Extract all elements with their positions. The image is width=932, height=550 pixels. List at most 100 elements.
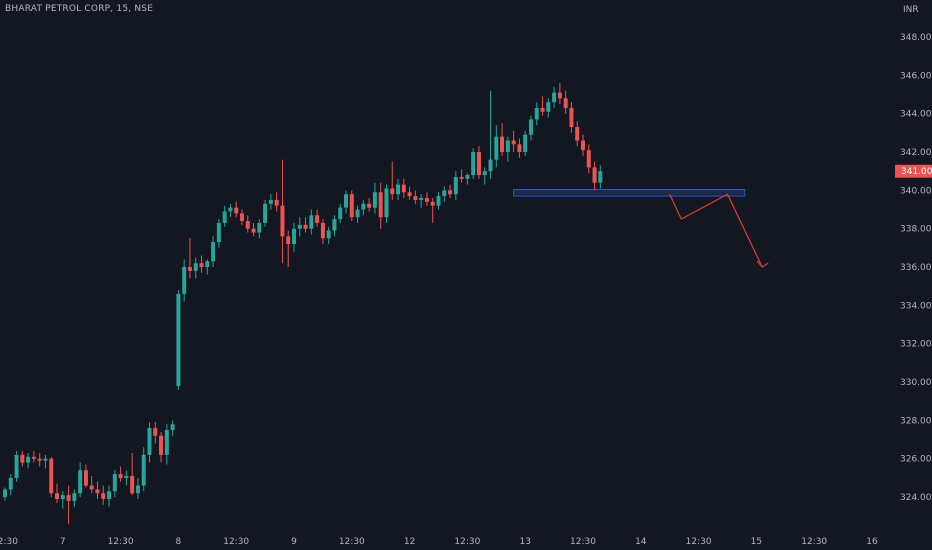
candle (182, 259, 187, 302)
currency-label: INR (903, 5, 919, 15)
time-tick-label: 13 (519, 537, 530, 547)
candle (349, 190, 354, 222)
candle (141, 447, 146, 492)
candle (72, 489, 77, 507)
price-tick-label: 324.00 (900, 493, 932, 503)
time-tick-label: 12 (404, 537, 415, 547)
candle-body (78, 470, 83, 494)
candle (575, 121, 580, 147)
candle (55, 483, 60, 503)
candle (482, 167, 487, 185)
candle-body (338, 207, 343, 220)
candle (199, 255, 204, 273)
candle-body (72, 493, 77, 501)
candle (95, 481, 100, 499)
candle-body (575, 127, 580, 141)
price-tick-label: 346.00 (900, 71, 932, 81)
candle-body (436, 196, 441, 206)
candle-body (159, 435, 164, 455)
time-tick-label: 12:30 (570, 537, 596, 547)
time-axis[interactable]: 12:30 7 12:30 8 12:30 9 12:30 12 12:30 13 12:30 14 1… (0, 537, 878, 547)
time-tick-label: 12:30 (801, 537, 827, 547)
candle (124, 470, 129, 486)
candle (280, 159, 285, 264)
time-tick-label: 12:30 (686, 537, 712, 547)
candle-body (239, 213, 244, 222)
support-zone-rect (513, 189, 746, 197)
candle-body (552, 92, 557, 103)
candle-body (3, 489, 7, 498)
candle (153, 422, 158, 444)
candle (130, 452, 135, 496)
time-tick-label: 12:30 (223, 537, 249, 547)
candle-body (378, 192, 383, 218)
time-tick-label: 14 (635, 537, 647, 547)
candle-body (361, 203, 366, 210)
candle-body (8, 477, 13, 490)
candle (159, 431, 164, 463)
candle (164, 424, 169, 465)
candle (315, 209, 320, 227)
candle-body (274, 199, 279, 206)
candle-body (528, 119, 533, 135)
candle-body (557, 92, 562, 99)
candle (355, 205, 360, 223)
candle-body (292, 228, 296, 245)
time-tick-label: 9 (291, 537, 297, 547)
candle-body (546, 102, 551, 112)
candle-body (130, 475, 135, 494)
candle-body (396, 184, 401, 195)
candle-body (419, 198, 424, 200)
candle-body (367, 203, 372, 208)
candle (511, 130, 516, 153)
candle (20, 451, 25, 467)
candle-body (37, 458, 42, 461)
candle-body (482, 171, 487, 176)
candle (112, 470, 117, 498)
candle-body (517, 144, 522, 153)
candle (3, 487, 7, 501)
candle-body (95, 489, 100, 494)
price-tick-label: 342.00 (900, 148, 932, 158)
candle-body (344, 194, 349, 208)
price-tick-label: 348.00 (900, 33, 932, 43)
candle-body (424, 198, 429, 202)
candle-body (118, 474, 123, 478)
candle (344, 190, 349, 214)
price-tick-label: 344.00 (900, 110, 932, 120)
candle (448, 184, 453, 199)
candle-body (234, 207, 239, 214)
candle (292, 222, 296, 252)
candle (297, 217, 302, 237)
time-tick-label: 12:30 (0, 537, 18, 547)
candle (569, 102, 574, 133)
chart-title: BHARAT PETROL CORP, 15, NSE (5, 4, 154, 14)
candle (338, 203, 343, 223)
candle (517, 138, 522, 158)
candle-body (500, 136, 505, 153)
candle-body (430, 201, 435, 206)
candle-body (384, 188, 389, 218)
time-tick-label: 16 (866, 537, 878, 547)
candle-body (442, 190, 447, 197)
candle (413, 190, 418, 204)
candle (83, 464, 88, 488)
candle-body (170, 424, 175, 430)
candle-body (534, 107, 539, 120)
time-tick-label: 8 (176, 537, 182, 547)
candle (436, 192, 441, 210)
candle (326, 226, 331, 245)
price-axis[interactable]: 324.00 326.00 328.00 330.00 332.00 334.00 336.… (900, 33, 932, 503)
candle-body (453, 176, 458, 195)
candle-body (228, 207, 233, 212)
candle (488, 90, 493, 179)
candle-body (268, 199, 273, 204)
candle-body (205, 261, 210, 268)
candle (540, 96, 545, 116)
candle-body (355, 209, 360, 218)
candle (534, 102, 539, 126)
candle (170, 420, 175, 436)
candle (222, 205, 227, 227)
projection-path (669, 193, 763, 268)
